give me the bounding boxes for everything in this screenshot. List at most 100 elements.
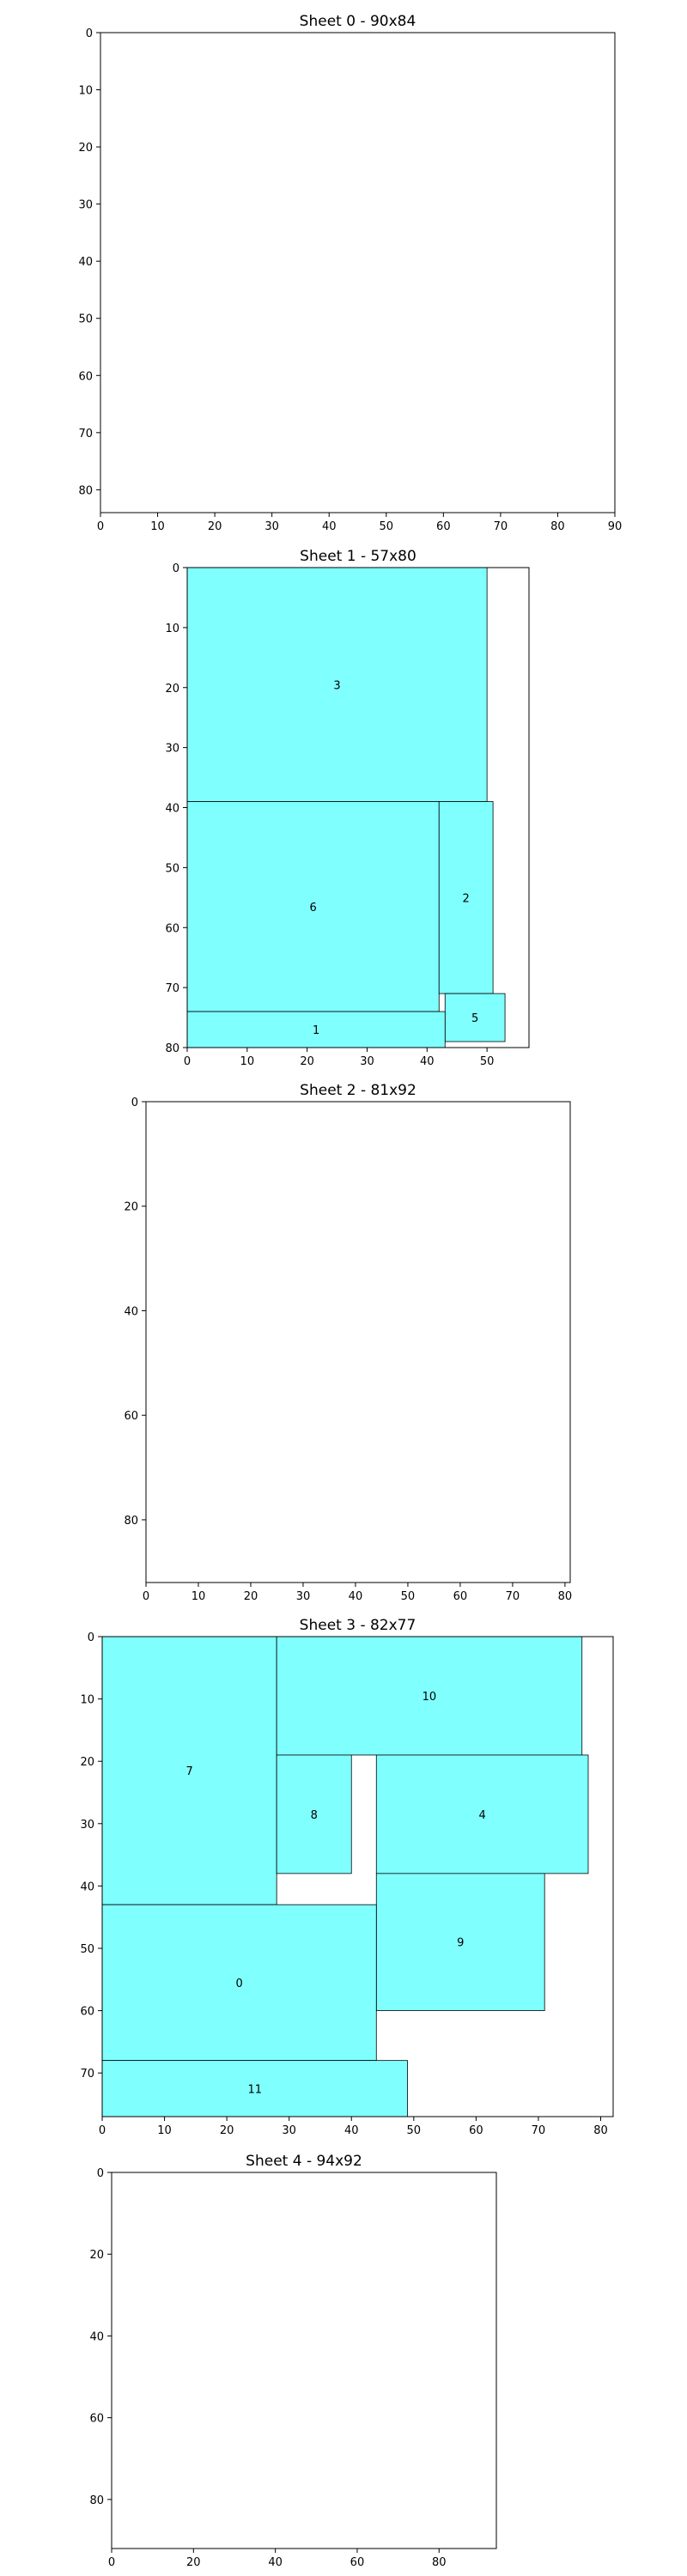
y-tick-label: 0 (88, 1631, 94, 1644)
x-tick-label: 30 (282, 2124, 296, 2137)
y-tick-label: 10 (78, 85, 93, 98)
y-tick-label: 80 (78, 484, 93, 497)
piece-label-0: 0 (235, 1978, 242, 1990)
x-tick-label: 20 (300, 1055, 314, 1068)
y-tick-label: 0 (97, 2167, 104, 2180)
y-tick-label: 70 (78, 428, 93, 440)
y-tick-label: 40 (80, 1880, 94, 1893)
piece-label-8: 8 (311, 1809, 318, 1822)
x-tick-label: 30 (360, 1055, 374, 1068)
y-tick-label: 60 (124, 1410, 138, 1423)
y-tick-label: 60 (165, 922, 179, 935)
x-tick-label: 10 (157, 2124, 172, 2137)
x-tick-label: 0 (108, 2556, 115, 2569)
x-tick-label: 70 (532, 2124, 546, 2137)
x-tick-label: 0 (97, 520, 104, 533)
y-tick-label: 40 (165, 803, 179, 816)
piece-label-5: 5 (471, 1012, 478, 1025)
piece-rect-4 (375, 1754, 589, 1874)
sheet-title: Sheet 4 - 94x92 (246, 2153, 362, 2170)
x-tick-label: 60 (453, 1590, 468, 1603)
x-tick-label: 60 (350, 2556, 365, 2569)
x-tick-label: 40 (322, 520, 337, 533)
x-tick-label: 50 (407, 2124, 422, 2137)
y-tick-label: 30 (165, 743, 179, 756)
x-tick-label: 0 (184, 1055, 191, 1068)
x-tick-label: 90 (608, 520, 623, 533)
y-tick-label: 60 (78, 370, 93, 383)
piece-rect-8 (276, 1754, 352, 1874)
piece-label-10: 10 (423, 1691, 437, 1704)
piece-rect-9 (375, 1873, 545, 2011)
x-tick-label: 70 (494, 520, 508, 533)
piece-rect-10 (276, 1636, 583, 1756)
x-tick-label: 10 (192, 1590, 206, 1603)
sheet-title: Sheet 0 - 90x84 (300, 13, 416, 30)
piece-label-4: 4 (478, 1809, 485, 1822)
y-tick-label: 50 (78, 313, 93, 326)
y-tick-label: 80 (165, 1042, 179, 1055)
piece-label-7: 7 (185, 1765, 192, 1778)
y-tick-label: 60 (80, 2006, 94, 2019)
piece-rect-5 (444, 993, 506, 1042)
x-tick-label: 20 (220, 2124, 234, 2137)
sheet-frame (100, 32, 616, 513)
y-tick-label: 0 (173, 562, 179, 575)
y-tick-label: 60 (89, 2413, 104, 2426)
sheet-panel-0: Sheet 0 - 90x84 0 10 20 30 40 50 60 70 80 90 0 10 20 3… (78, 13, 622, 533)
x-tick-label: 10 (150, 520, 165, 533)
y-tick-label: 80 (89, 2494, 104, 2507)
x-tick-label: 40 (420, 1055, 435, 1068)
x-tick-label: 20 (208, 520, 222, 533)
x-tick-label: 60 (469, 2124, 483, 2137)
y-tick-label: 40 (78, 256, 93, 269)
y-tick-label: 10 (165, 623, 179, 635)
y-tick-label: 0 (131, 1097, 138, 1109)
piece-rect-6 (186, 801, 440, 1012)
piece-rect-2 (438, 801, 494, 994)
piece-label-1: 1 (313, 1024, 319, 1037)
x-tick-label: 40 (268, 2556, 283, 2569)
y-tick-label: 70 (165, 982, 179, 995)
y-tick-label: 20 (89, 2249, 104, 2262)
sheet-title: Sheet 2 - 81x92 (300, 1082, 416, 1099)
x-tick-label: 30 (264, 520, 279, 533)
sheet-panel-4: Sheet 4 - 94x92 0 20 40 60 80 0 20 40 60 80 (89, 2153, 497, 2569)
y-tick-label: 0 (86, 27, 93, 40)
y-tick-label: 20 (78, 142, 93, 155)
y-tick-label: 80 (124, 1515, 138, 1528)
y-tick-label: 20 (165, 683, 179, 696)
x-tick-label: 40 (349, 1590, 363, 1603)
sheet-title: Sheet 3 - 82x77 (300, 1617, 416, 1634)
y-tick-label: 50 (80, 1943, 94, 1956)
x-tick-label: 50 (380, 520, 394, 533)
x-tick-label: 80 (550, 520, 565, 533)
sheet-panel-2: Sheet 2 - 81x92 0 10 20 30 40 50 60 70 80 0 20 40 60 8… (124, 1082, 572, 1603)
y-tick-label: 70 (80, 2068, 94, 2081)
sheet-title: Sheet 1 - 57x80 (300, 548, 416, 565)
piece-rect-1 (186, 1011, 446, 1048)
piece-rect-0 (101, 1904, 377, 2062)
sheet-frame (101, 1636, 614, 2117)
x-tick-label: 80 (432, 2556, 447, 2569)
x-tick-label: 50 (480, 1055, 495, 1068)
y-tick-label: 20 (124, 1201, 138, 1214)
x-tick-label: 70 (506, 1590, 520, 1603)
sheet-panel-3: Sheet 3 - 82x77 7 10 8 4 9 0 11 0 10 20 30 40 50 60 70 8… (80, 1617, 614, 2137)
y-tick-label: 20 (80, 1756, 94, 1769)
y-tick-label: 40 (124, 1305, 138, 1318)
y-tick-label: 30 (78, 199, 93, 212)
x-tick-label: 40 (344, 2124, 359, 2137)
x-tick-label: 50 (401, 1590, 416, 1603)
sheet-frame (145, 1101, 571, 1583)
piece-label-11: 11 (248, 2083, 263, 2096)
x-tick-label: 20 (186, 2556, 201, 2569)
piece-rect-11 (101, 2060, 408, 2117)
x-tick-label: 20 (244, 1590, 258, 1603)
x-tick-label: 80 (593, 2124, 608, 2137)
x-tick-label: 30 (296, 1590, 311, 1603)
x-tick-label: 10 (240, 1055, 255, 1068)
x-tick-label: 0 (143, 1590, 149, 1603)
